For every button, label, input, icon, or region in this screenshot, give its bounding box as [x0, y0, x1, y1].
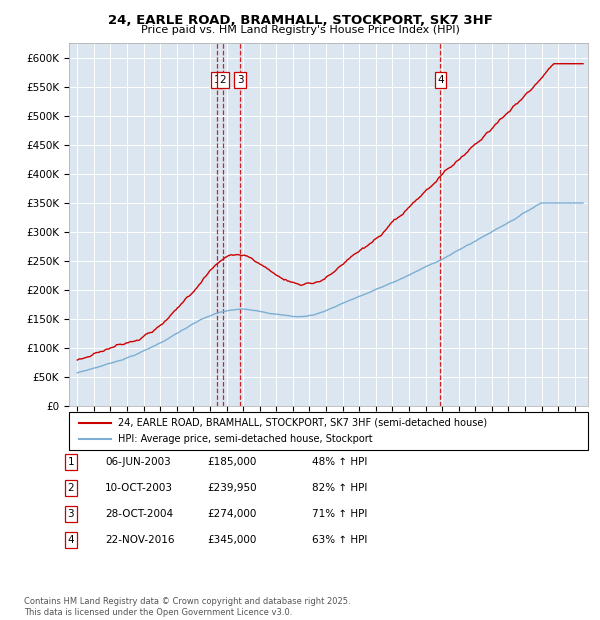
Text: £185,000: £185,000	[207, 457, 256, 467]
Text: 2: 2	[67, 483, 74, 493]
Text: 10-OCT-2003: 10-OCT-2003	[105, 483, 173, 493]
Text: 4: 4	[437, 75, 444, 85]
FancyBboxPatch shape	[69, 412, 588, 450]
Text: 2: 2	[220, 75, 226, 85]
Text: HPI: Average price, semi-detached house, Stockport: HPI: Average price, semi-detached house,…	[118, 434, 373, 444]
Text: 28-OCT-2004: 28-OCT-2004	[105, 509, 173, 519]
Text: 48% ↑ HPI: 48% ↑ HPI	[312, 457, 367, 467]
Text: £345,000: £345,000	[207, 535, 256, 545]
Text: 1: 1	[214, 75, 220, 85]
Text: 1: 1	[67, 457, 74, 467]
Text: 3: 3	[67, 509, 74, 519]
Text: 24, EARLE ROAD, BRAMHALL, STOCKPORT, SK7 3HF: 24, EARLE ROAD, BRAMHALL, STOCKPORT, SK7…	[107, 14, 493, 27]
Text: 24, EARLE ROAD, BRAMHALL, STOCKPORT, SK7 3HF (semi-detached house): 24, EARLE ROAD, BRAMHALL, STOCKPORT, SK7…	[118, 418, 487, 428]
Text: 3: 3	[237, 75, 244, 85]
Text: Contains HM Land Registry data © Crown copyright and database right 2025.
This d: Contains HM Land Registry data © Crown c…	[24, 598, 350, 617]
Text: 63% ↑ HPI: 63% ↑ HPI	[312, 535, 367, 545]
Text: 06-JUN-2003: 06-JUN-2003	[105, 457, 171, 467]
Text: 71% ↑ HPI: 71% ↑ HPI	[312, 509, 367, 519]
Text: £274,000: £274,000	[207, 509, 256, 519]
Text: 82% ↑ HPI: 82% ↑ HPI	[312, 483, 367, 493]
Text: 22-NOV-2016: 22-NOV-2016	[105, 535, 175, 545]
Text: Price paid vs. HM Land Registry's House Price Index (HPI): Price paid vs. HM Land Registry's House …	[140, 25, 460, 35]
Text: £239,950: £239,950	[207, 483, 257, 493]
Text: 4: 4	[67, 535, 74, 545]
